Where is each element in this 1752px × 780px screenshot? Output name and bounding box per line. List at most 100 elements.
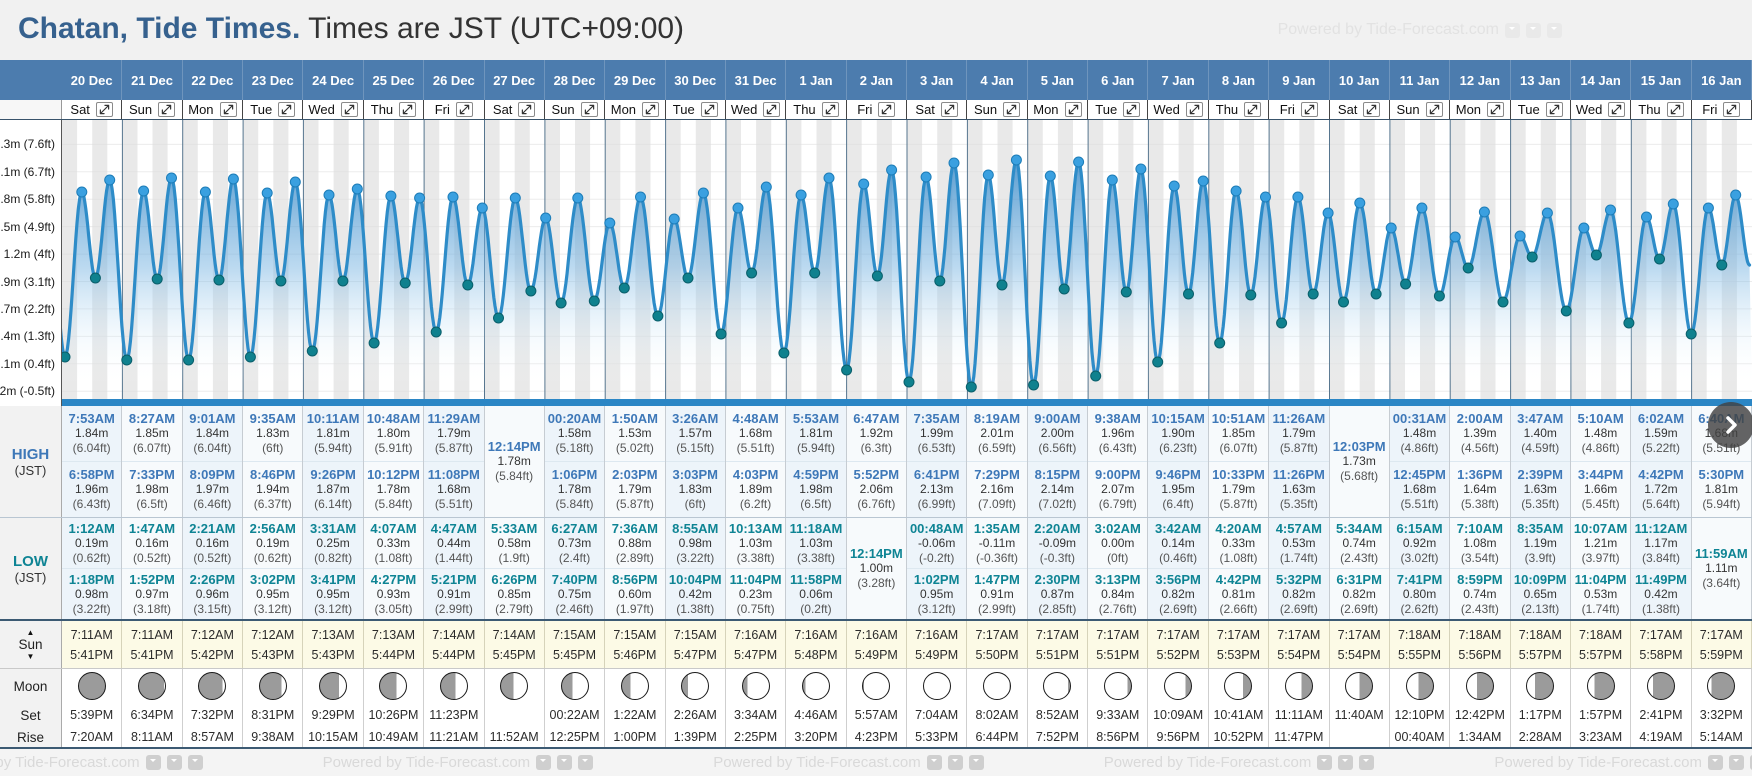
moon-phase-icon (801, 672, 830, 700)
expand-day-button[interactable] (399, 102, 417, 117)
low-tide-height-m: 0.19m (74, 535, 109, 550)
expand-day-button[interactable] (1487, 102, 1505, 117)
high-tide-height-ft: (5.51ft) (736, 441, 775, 455)
high-tide-entry: 6:47AM 1.92m (6.3ft) (847, 406, 906, 461)
expand-day-button[interactable] (219, 102, 237, 117)
high-tide-height-m: 1.78m (376, 482, 411, 496)
high-tide-entry: 9:46PM 1.95m (6.4ft) (1148, 461, 1208, 517)
sun-cell: 7:18AM 5:56PM (1450, 621, 1511, 668)
high-tide-cell: 9:38AM 1.96m (6.43ft) 9:00PM 2.07m (6.79ft) (1088, 406, 1149, 517)
low-tide-entry: 7:36AM 0.88m (2.89ft) (605, 518, 664, 568)
low-tide-time: 5:33AM (491, 520, 538, 536)
date-header: 11 Jan (1390, 60, 1451, 100)
watermark-text: Powered by Tide-Forecast.com (322, 754, 531, 771)
high-tide-height-m: 1.80m (376, 426, 411, 440)
expand-day-button[interactable] (1064, 102, 1082, 117)
low-tide-height-ft: (3.64ft) (1702, 576, 1741, 590)
watermark-icon (578, 755, 594, 770)
sunset-time: 5:51PM (1096, 647, 1140, 662)
high-tide-cell: 00:20AM 1.58m (5.18ft) 1:06PM 1.78m (5.84ft) (544, 406, 606, 517)
high-tide-time: 3:44PM (1577, 467, 1624, 482)
low-tide-time: 4:07AM (370, 520, 417, 536)
expand-day-button[interactable] (340, 102, 358, 117)
low-tide-height-m: 0.33m (1221, 535, 1256, 550)
expand-day-button[interactable] (518, 102, 536, 117)
expand-day-button[interactable] (1123, 102, 1141, 117)
high-tide-height-m: 1.40m (1523, 426, 1557, 440)
high-tide-height-m: 1.63m (1523, 482, 1557, 496)
high-tide-height-ft: (6.23ft) (1159, 441, 1198, 455)
expand-day-button[interactable] (1300, 102, 1318, 117)
high-tide-time: 2:03PM (612, 467, 658, 482)
date-header: 13 Jan (1511, 60, 1571, 100)
low-tide-time: 4:27PM (370, 571, 417, 587)
expand-day-button[interactable] (821, 102, 839, 117)
high-tide-cell: 8:27AM 1.85m (6.07ft) 7:33PM 1.98m (6.5ft) (122, 406, 183, 517)
expand-day-button[interactable] (455, 102, 473, 117)
expand-day-button[interactable] (940, 102, 958, 117)
low-tide-height-ft: (3.22ft) (72, 601, 111, 616)
high-tide-cell: 3:26AM 1.57m (5.15ft) 3:03PM 1.83m (6ft) (665, 406, 726, 517)
expand-day-button[interactable] (158, 102, 176, 117)
expand-day-button[interactable] (878, 102, 896, 117)
expand-day-button[interactable] (763, 102, 781, 117)
moon-phase-cell (1028, 669, 1089, 703)
expand-day-button[interactable] (278, 102, 296, 117)
low-tide-entry: 4:27PM 0.93m (3.05ft) (363, 568, 424, 619)
high-tide-time: 7:29PM (974, 467, 1020, 482)
expand-day-button[interactable] (700, 102, 718, 117)
expand-day-button[interactable] (1666, 102, 1684, 117)
low-tide-time: 7:10AM (1456, 520, 1503, 536)
expand-day-button[interactable] (1185, 102, 1203, 117)
high-tide-cell: 4:48AM 1.68m (5.51ft) 4:03PM 1.89m (6.2ft) (725, 406, 787, 517)
expand-day-button[interactable] (1608, 102, 1626, 117)
sunset-time: 5:57PM (1518, 647, 1562, 662)
low-tide-entry: 11:18AM 1.03m (3.38ft) (786, 518, 845, 568)
high-tide-height-m: 1.39m (1463, 426, 1497, 440)
watermark-icon (947, 755, 963, 770)
low-tide-height-ft: (2.99ft) (978, 601, 1017, 616)
high-tide-entry: 4:42PM 1.72m (5.64ft) (1631, 461, 1691, 517)
low-tide-height-m: 0.16m (135, 535, 169, 550)
day-name: Fri (857, 102, 873, 117)
low-tide-height-m: 1.11m (1705, 561, 1738, 575)
day-cell: Mon (1450, 100, 1511, 119)
expand-icon (1006, 104, 1017, 115)
next-days-button[interactable] (1708, 402, 1752, 448)
expand-day-button[interactable] (1425, 102, 1443, 117)
low-tide-height-ft: (0.62ft) (72, 550, 111, 565)
low-tide-height-m: 0.74m (1342, 535, 1376, 550)
expand-day-button[interactable] (95, 102, 113, 117)
expand-day-button[interactable] (1723, 102, 1741, 117)
low-tide-time: 11:12AM (1634, 520, 1688, 536)
high-tide-height-ft: (6ft) (262, 441, 284, 455)
low-tide-cell: 1:47AM 0.16m (0.52ft) 1:52PM 0.97m (3.18ft) (122, 518, 183, 619)
low-tide-time: 11:04PM (1574, 571, 1627, 587)
sun-cell: 7:14AM 5:45PM (484, 621, 545, 668)
expand-day-button[interactable] (1003, 102, 1021, 117)
moon-phase-icon (379, 672, 408, 700)
low-tide-time: 1:12AM (68, 520, 115, 536)
moonset-time: 1:57PM (1571, 703, 1632, 727)
low-tide-height-ft: (2.13ft) (1521, 601, 1560, 616)
expand-day-button[interactable] (642, 102, 660, 117)
date-header: 5 Jan (1028, 60, 1089, 100)
high-tide-time: 9:35AM (249, 411, 296, 426)
day-name: Sat (915, 102, 935, 117)
moonset-time: 5:57AM (847, 703, 907, 727)
low-tide-height-ft: (1.38ft) (676, 601, 715, 616)
low-tide-entry: 4:20AM 0.33m (1.08ft) (1209, 518, 1268, 568)
high-tide-height-m: 1.57m (678, 426, 712, 440)
day-cell: Thu (364, 100, 425, 119)
tide-chart-row: 2.3m (7.6ft) 2.1m (6.7ft) 1.8m (5.8ft) 1.5m… (0, 120, 1752, 406)
moon-phase-icon (77, 672, 106, 700)
high-tide-height-ft: (6.53ft) (917, 441, 956, 455)
expand-day-button[interactable] (1244, 102, 1262, 117)
sunrise-time: 7:17AM (1639, 627, 1683, 642)
low-tide-entry: 5:34AM 0.74m (2.43ft) (1330, 518, 1389, 568)
expand-day-button[interactable] (1363, 102, 1381, 117)
date-header: 21 Dec (122, 60, 183, 100)
expand-day-button[interactable] (580, 102, 598, 117)
expand-day-button[interactable] (1545, 102, 1563, 117)
moon-phase-cell (967, 669, 1028, 703)
